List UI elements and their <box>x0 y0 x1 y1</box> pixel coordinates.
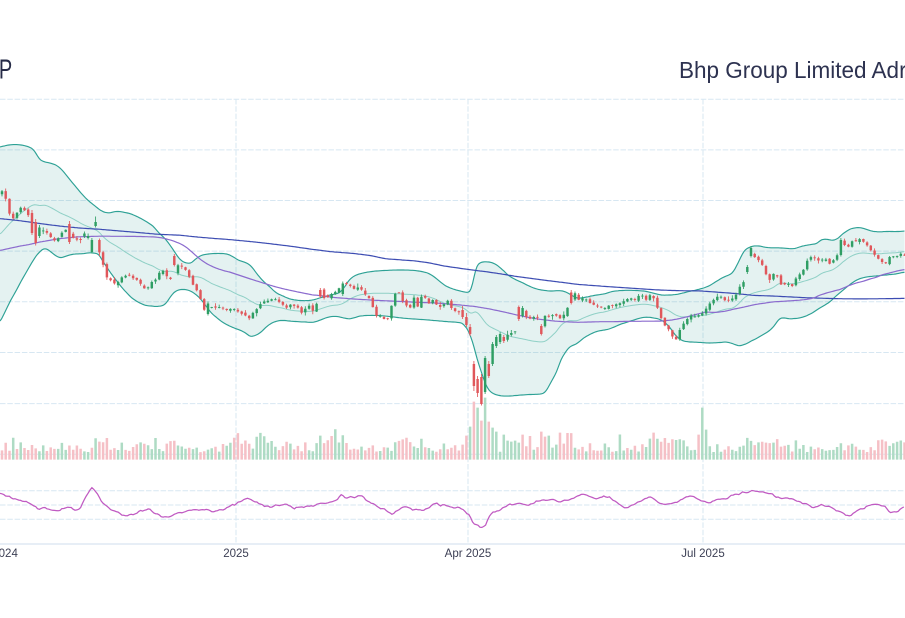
svg-text:P: P <box>0 55 12 86</box>
svg-text:Jul 2025: Jul 2025 <box>681 548 724 560</box>
svg-text:2025: 2025 <box>223 548 249 560</box>
svg-text:Oct 2024: Oct 2024 <box>0 548 18 560</box>
svg-text:Bhp Group Limited Adr Each Rep: Bhp Group Limited Adr Each Repr <box>679 57 905 83</box>
svg-text:Apr 2025: Apr 2025 <box>445 548 492 560</box>
